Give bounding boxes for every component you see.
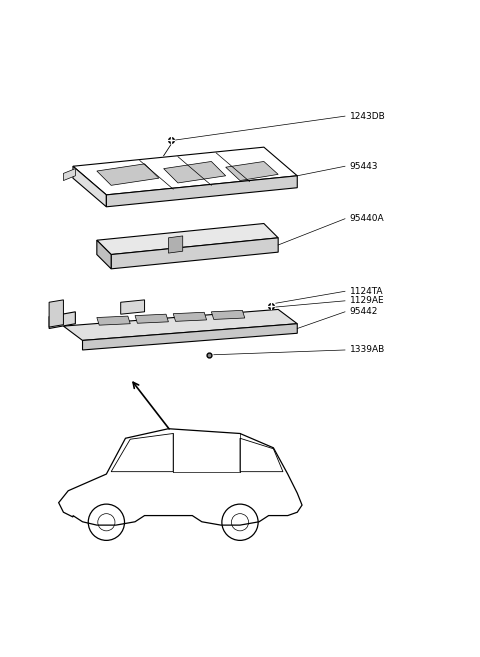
Text: 1124TA: 1124TA (350, 286, 383, 296)
Polygon shape (97, 164, 159, 185)
Polygon shape (97, 316, 130, 325)
Polygon shape (173, 312, 206, 321)
Polygon shape (120, 300, 144, 314)
Polygon shape (111, 238, 278, 269)
Polygon shape (164, 162, 226, 183)
Text: 95443: 95443 (350, 162, 378, 171)
Text: 95440A: 95440A (350, 214, 384, 223)
Polygon shape (73, 166, 107, 207)
Polygon shape (83, 324, 297, 350)
Polygon shape (49, 300, 63, 327)
Polygon shape (211, 310, 245, 319)
Text: 1129AE: 1129AE (350, 296, 384, 306)
Polygon shape (107, 176, 297, 207)
Polygon shape (226, 162, 278, 181)
Polygon shape (49, 312, 75, 328)
Polygon shape (63, 169, 75, 181)
Polygon shape (135, 314, 168, 323)
Text: 1243DB: 1243DB (350, 112, 385, 121)
Text: 1339AB: 1339AB (350, 346, 385, 355)
Polygon shape (63, 309, 297, 340)
Polygon shape (97, 223, 278, 254)
Polygon shape (97, 240, 111, 269)
Text: 95442: 95442 (350, 307, 378, 316)
Polygon shape (168, 236, 183, 253)
